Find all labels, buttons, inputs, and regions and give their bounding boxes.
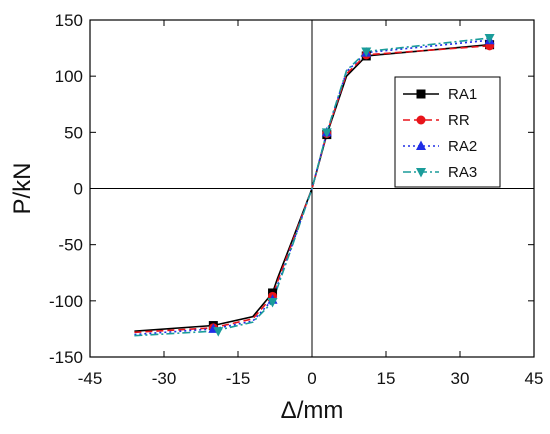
legend-label-ra2: RA2 — [448, 138, 477, 155]
legend-marker-ra1 — [416, 89, 426, 99]
legend-label-ra3: RA3 — [448, 164, 477, 181]
y-tick-label: 0 — [74, 180, 83, 199]
data-point-ra3 — [484, 33, 495, 44]
data-point-ra3 — [361, 47, 372, 57]
y-tick-label: -50 — [58, 236, 83, 255]
legend-marker-rr — [416, 115, 426, 125]
data-point-ra3 — [213, 327, 224, 337]
x-axis-title: Δ/mm — [281, 397, 344, 424]
series-line-ra1 — [134, 43, 490, 332]
x-tick-label: 15 — [377, 369, 396, 388]
y-tick-label: 50 — [64, 123, 83, 142]
legend-marker-ra2 — [416, 140, 426, 150]
x-tick-label: -30 — [152, 369, 177, 388]
x-tick-label: -45 — [78, 369, 103, 388]
x-tick-label: -15 — [226, 369, 251, 388]
y-tick-label: -150 — [49, 348, 83, 367]
data-point-ra3 — [267, 297, 278, 308]
x-tick-label: 30 — [451, 369, 470, 388]
x-tick-label: 45 — [525, 369, 544, 388]
x-tick-label: 0 — [307, 369, 316, 388]
legend-marker-ra3 — [416, 168, 426, 178]
y-axis-title: P/kN — [9, 162, 36, 214]
legend-box — [394, 76, 501, 188]
legend: RA1 RR RA2 RA3 — [394, 76, 501, 188]
y-tick-label: -100 — [49, 292, 83, 311]
data-point-ra3 — [321, 128, 332, 138]
y-tick-label: 100 — [55, 67, 83, 86]
legend-label-rr: RR — [448, 112, 470, 129]
y-tick-label: 150 — [55, 11, 83, 30]
legend-label-ra1: RA1 — [448, 86, 477, 103]
